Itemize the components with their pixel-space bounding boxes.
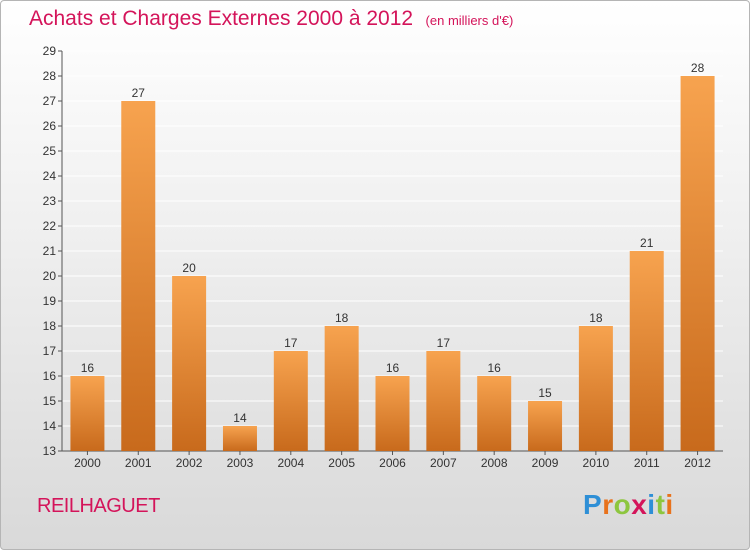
bar: [375, 376, 410, 451]
y-tick-label: 29: [43, 44, 57, 58]
data-label: 20: [182, 261, 196, 275]
y-tick-label: 17: [43, 344, 57, 358]
bar: [273, 351, 308, 451]
logo-letter: o: [613, 489, 632, 520]
chart-title-unit: (en milliers d'€): [425, 13, 514, 28]
data-label: 16: [81, 361, 95, 375]
x-tick-label: 2011: [634, 456, 660, 470]
logo-letter: P: [583, 489, 603, 520]
y-tick-label: 18: [43, 319, 57, 333]
data-label: 18: [335, 311, 349, 325]
bar: [578, 326, 613, 451]
proxiti-logo: Proxiti: [583, 489, 674, 521]
x-tick-label: 2012: [684, 456, 711, 470]
logo-letter: x: [631, 489, 648, 520]
x-tick-label: 2000: [74, 456, 101, 470]
bar: [324, 326, 359, 451]
data-label: 14: [233, 411, 247, 425]
commune-name: REILHAGUET: [37, 495, 160, 517]
chart-title-main: Achats et Charges Externes 2000 à 2012: [29, 7, 414, 30]
chart-title: Achats et Charges Externes 2000 à 2012 (…: [29, 7, 513, 31]
bar: [680, 76, 715, 451]
bar: [121, 101, 156, 451]
data-label: 28: [691, 61, 705, 75]
y-tick-label: 14: [43, 419, 57, 433]
x-tick-label: 2002: [176, 456, 203, 470]
x-tick-label: 2005: [328, 456, 355, 470]
data-label: 16: [488, 361, 502, 375]
x-tick-label: 2003: [227, 456, 254, 470]
bar: [426, 351, 461, 451]
y-tick-label: 13: [43, 444, 57, 458]
bar: [172, 276, 207, 451]
bar: [70, 376, 105, 451]
data-label: 17: [284, 336, 298, 350]
logo-letter: i: [665, 489, 674, 520]
bar: [528, 401, 563, 451]
x-tick-label: 2001: [125, 456, 152, 470]
bar: [477, 376, 512, 451]
bar: [222, 426, 257, 451]
y-tick-label: 22: [43, 219, 57, 233]
y-tick-label: 25: [43, 144, 57, 158]
y-tick-label: 21: [43, 244, 57, 258]
data-label: 18: [589, 311, 603, 325]
y-tick-label: 23: [43, 194, 57, 208]
y-tick-label: 26: [43, 119, 57, 133]
x-tick-label: 2007: [430, 456, 457, 470]
x-tick-label: 2004: [277, 456, 304, 470]
y-tick-label: 15: [43, 394, 57, 408]
data-label: 15: [538, 386, 552, 400]
data-label: 16: [386, 361, 400, 375]
y-tick-label: 27: [43, 94, 57, 108]
data-label: 17: [437, 336, 451, 350]
x-tick-label: 2008: [481, 456, 508, 470]
x-tick-label: 2009: [532, 456, 559, 470]
logo-letter: i: [647, 489, 656, 520]
logo-letter: r: [602, 489, 614, 520]
y-tick-label: 24: [43, 169, 57, 183]
y-tick-label: 20: [43, 269, 57, 283]
x-tick-label: 2006: [379, 456, 406, 470]
x-tick-label: 2010: [583, 456, 610, 470]
y-tick-label: 16: [43, 369, 57, 383]
y-tick-label: 19: [43, 294, 57, 308]
bar: [629, 251, 664, 451]
logo-letter: t: [655, 489, 666, 520]
data-label: 21: [640, 236, 654, 250]
y-tick-label: 28: [43, 69, 57, 83]
data-label: 27: [132, 86, 146, 100]
